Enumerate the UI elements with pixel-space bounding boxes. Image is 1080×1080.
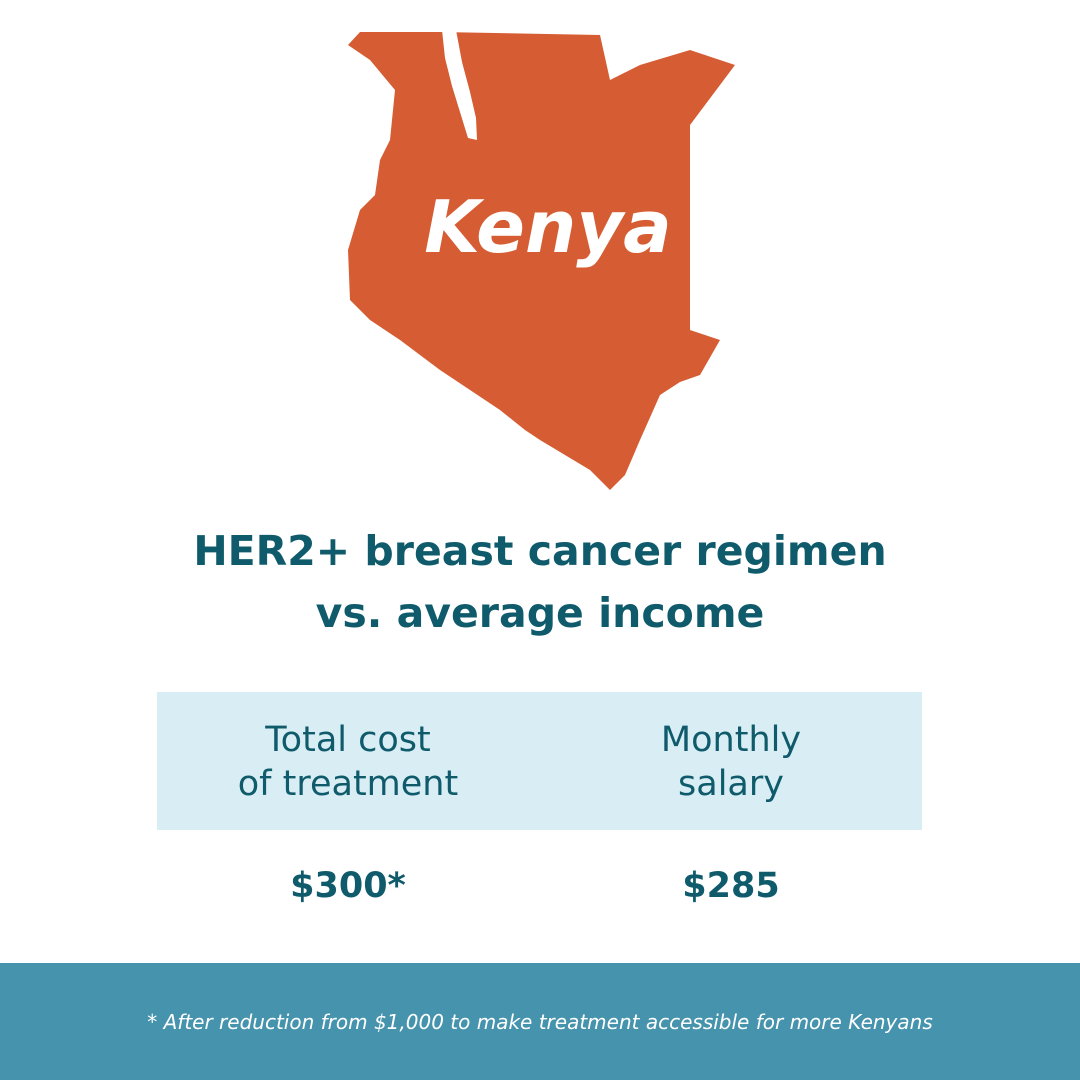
lake-turkana (442, 30, 477, 140)
kenya-shape (348, 32, 735, 490)
map-label: Kenya (424, 185, 671, 269)
table-header: Total cost of treatment Monthly salary (157, 692, 922, 830)
footnote: * After reduction from $1,000 to make tr… (147, 1009, 933, 1034)
title: HER2+ breast cancer regimen vs. average … (193, 527, 887, 637)
value-cell: $285 (682, 866, 780, 906)
header-cell: Total cost of treatment (237, 720, 459, 804)
header-cell: Monthly salary (660, 720, 802, 804)
footnote-band: * After reduction from $1,000 to make tr… (0, 963, 1080, 1080)
value-cell: $300* (290, 866, 406, 906)
kenya-map: Kenya (348, 30, 735, 490)
